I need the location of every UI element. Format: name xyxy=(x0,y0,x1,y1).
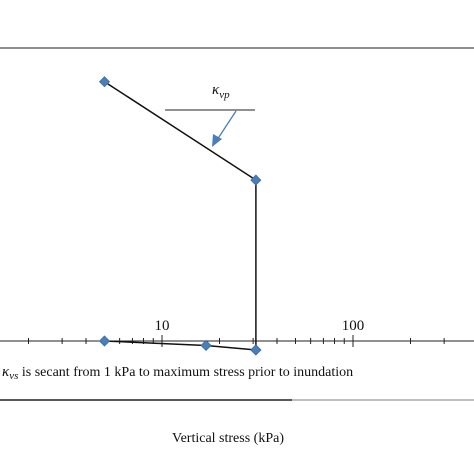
x-tick-label: 100 xyxy=(342,318,365,334)
data-point xyxy=(98,335,111,347)
x-tick-label: 10 xyxy=(155,318,170,334)
kappa-vp-arrow-head xyxy=(212,134,222,147)
x-major-ticks: 10 100 xyxy=(155,318,365,347)
series-line-1 xyxy=(104,81,257,350)
series-layer xyxy=(98,76,262,356)
kappa-vp-arrow-shaft xyxy=(216,110,237,141)
x-axis-label: Vertical stress (kPa) xyxy=(172,431,284,446)
data-point xyxy=(250,344,262,356)
data-point xyxy=(250,174,262,186)
data-point xyxy=(98,76,111,88)
kappa-vp-annotation: κvp xyxy=(165,82,255,147)
data-point xyxy=(200,339,212,352)
kappa-vp-label: κvp xyxy=(212,82,230,101)
kappa-vs-note: κvs is secant from 1 kPa to maximum stre… xyxy=(2,364,353,382)
series-line-2 xyxy=(104,340,256,351)
